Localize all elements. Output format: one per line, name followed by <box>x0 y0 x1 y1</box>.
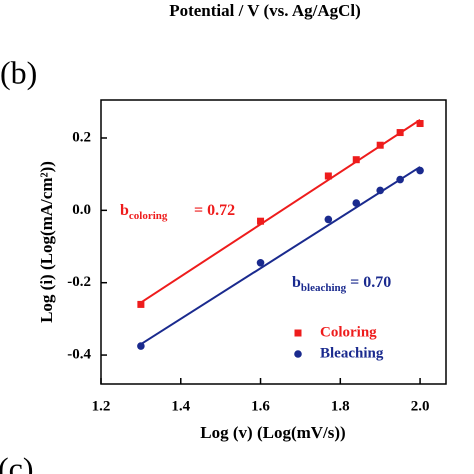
x-axis-label: Log (v) (Log(mV/s)) <box>200 423 345 442</box>
annotation: bcoloring = 0.72 <box>120 202 235 222</box>
fit-line <box>140 166 421 346</box>
y-tick-label: 0.2 <box>72 129 91 145</box>
legend-marker <box>294 350 302 358</box>
marker <box>352 156 360 164</box>
x-tick-label: 1.6 <box>251 398 270 414</box>
annotation-text: = 0.72 <box>194 202 235 219</box>
marker <box>396 175 404 184</box>
marker <box>324 172 332 180</box>
y-axis-label: Log (i) (Log(mA/cm²)) <box>37 161 56 323</box>
panel-label: (c) <box>0 450 34 474</box>
marker <box>416 166 424 175</box>
annotation-base: b <box>120 202 129 219</box>
x-tick-label: 1.4 <box>171 398 190 414</box>
marker <box>257 217 265 225</box>
x-tick-label: 1.8 <box>331 398 350 414</box>
plot-frame <box>100 99 447 385</box>
y-tick-label: 0.0 <box>72 202 91 218</box>
x-tick-label: 1.2 <box>92 398 111 414</box>
y-tick-label: -0.2 <box>67 274 91 290</box>
annotation-base: b <box>292 274 301 291</box>
x-tick-label: 2.0 <box>411 398 430 414</box>
marker <box>376 186 384 195</box>
marker <box>324 215 333 224</box>
legend-label: Coloring <box>320 324 377 340</box>
marker <box>256 259 265 267</box>
legend-label: Bleaching <box>320 345 384 361</box>
annotation-text: = 0.70 <box>350 274 391 291</box>
marker <box>137 342 145 350</box>
marker <box>396 129 404 137</box>
annotation: bbleaching = 0.70 <box>292 274 391 294</box>
marker <box>376 141 384 149</box>
panel-label: (b) <box>0 54 37 90</box>
annotation-sub: bleaching <box>301 282 347 294</box>
marker <box>352 199 361 207</box>
marker <box>137 300 145 308</box>
y-tick-label: -0.4 <box>67 346 91 362</box>
marker <box>416 120 424 128</box>
annotation-sub: coloring <box>129 210 168 222</box>
legend-marker <box>294 329 302 337</box>
fit-line <box>140 119 421 304</box>
header-text: Potential / V (vs. Ag/AgCl) <box>169 1 361 20</box>
